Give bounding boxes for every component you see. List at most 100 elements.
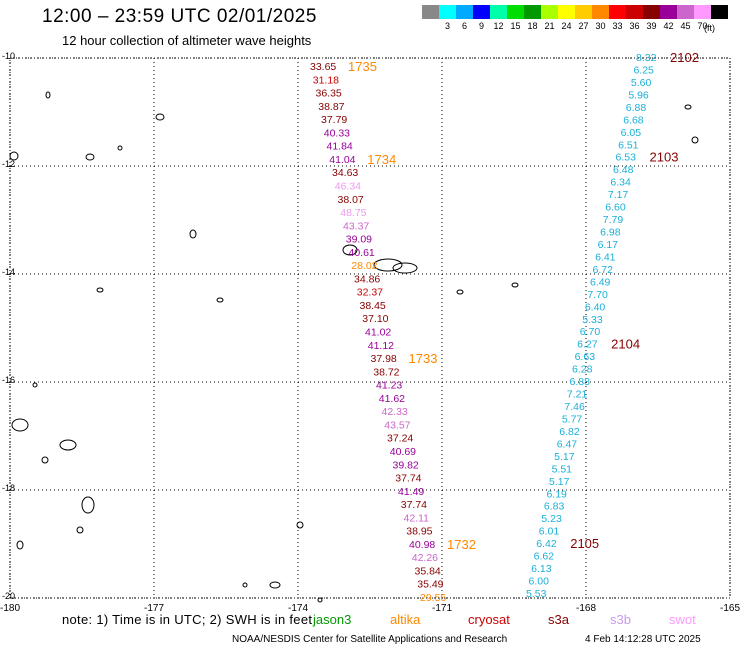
- island-outline: [118, 146, 122, 150]
- lon-tick-label: -171: [432, 603, 452, 614]
- wave-height-label: 38.87: [318, 101, 344, 113]
- wave-height-label: 40.98: [409, 539, 435, 551]
- altimeter-map: -180 -177 -174 -171 -168 -165-10-12-14-16-18-…: [0, 0, 740, 650]
- wave-height-label: 6.53: [616, 152, 637, 164]
- satellite-jason3: jason3: [313, 612, 351, 627]
- wave-height-label: 6.40: [585, 301, 606, 313]
- wave-height-label: 41.04: [329, 154, 355, 166]
- wave-height-label: 5.17: [549, 476, 570, 488]
- wave-height-label: 41.49: [398, 486, 424, 498]
- wave-height-label: 38.72: [373, 366, 399, 378]
- wave-height-label: 8.32: [636, 52, 657, 64]
- wave-height-label: 6.48: [613, 164, 634, 176]
- wave-height-label: 6.63: [575, 351, 596, 363]
- wave-height-label: 6.17: [598, 239, 619, 251]
- wave-height-label: 6.82: [559, 426, 580, 438]
- lat-tick-label: -14: [2, 267, 15, 277]
- wave-height-label: 39.82: [393, 459, 419, 471]
- wave-height-label: 7.21: [567, 389, 588, 401]
- wave-height-label: 40.69: [390, 446, 416, 458]
- island-outline: [374, 259, 402, 271]
- footer-timestamp: 4 Feb 14:12:28 UTC 2025: [585, 634, 701, 645]
- lat-tick-label: -10: [2, 51, 15, 61]
- footer-note: note: 1) Time is in UTC; 2) SWH is in fe…: [62, 612, 312, 627]
- wave-height-label: 29.56: [420, 592, 446, 604]
- wave-height-label: 41.02: [365, 327, 391, 339]
- wave-height-label: 6.25: [633, 64, 654, 76]
- lat-tick-label: -18: [2, 483, 15, 493]
- wave-height-label: 35.49: [417, 579, 443, 591]
- wave-height-label: 36.35: [316, 88, 342, 100]
- lat-tick-label: -16: [2, 375, 15, 385]
- island-outline: [33, 383, 37, 387]
- island-outline: [60, 440, 76, 450]
- island-outline: [457, 290, 463, 294]
- wave-height-label: 37.74: [395, 473, 421, 485]
- lon-tick-label: -180: [0, 603, 20, 614]
- wave-height-label: 34.86: [354, 273, 380, 285]
- pass-time-label: 1732: [447, 537, 476, 552]
- wave-height-label: 6.05: [621, 127, 642, 139]
- wave-height-label: 42.33: [382, 406, 408, 418]
- satellite-swot: swot: [669, 612, 696, 627]
- wave-height-label: 33.65: [310, 61, 336, 73]
- wave-height-label: 39.09: [346, 234, 372, 246]
- wave-height-label: 6.88: [626, 102, 647, 114]
- island-outline: [86, 154, 94, 160]
- wave-height-label: 5.60: [631, 77, 652, 89]
- wave-height-label: 37.24: [387, 433, 413, 445]
- island-outline: [82, 497, 94, 513]
- wave-height-label: 5.53: [526, 588, 547, 600]
- wave-height-label: 31.18: [313, 74, 339, 86]
- pass-time-label: 2104: [611, 337, 640, 352]
- wave-height-label: 6.27: [577, 339, 598, 351]
- wave-height-label: 41.84: [327, 141, 353, 153]
- wave-height-label: 6.62: [534, 551, 555, 563]
- wave-height-label: 32.37: [357, 287, 383, 299]
- wave-height-label: 6.34: [610, 177, 631, 189]
- wave-height-label: 6.60: [605, 202, 626, 214]
- island-outline: [42, 457, 48, 463]
- wave-height-label: 34.63: [332, 167, 358, 179]
- wave-height-label: 37.98: [371, 353, 397, 365]
- wave-height-label: 6.01: [539, 526, 560, 538]
- island-outline: [77, 527, 83, 533]
- wave-height-label: 37.10: [362, 313, 388, 325]
- island-outline: [46, 92, 50, 98]
- lat-tick-label: -20: [2, 591, 15, 601]
- wave-height-label: 48.75: [340, 207, 366, 219]
- wave-height-label: 37.79: [321, 114, 347, 126]
- wave-height-label: 7.17: [608, 189, 629, 201]
- island-outline: [685, 105, 691, 109]
- wave-height-label: 38.95: [406, 526, 432, 538]
- wave-height-label: 6.51: [618, 139, 639, 151]
- wave-height-label: 6.88: [569, 376, 590, 388]
- wave-height-label: 41.23: [376, 380, 402, 392]
- wave-height-label: 40.33: [324, 127, 350, 139]
- wave-height-label: 6.47: [557, 438, 578, 450]
- satellite-altika: altika: [390, 612, 420, 627]
- pass-time-label: 2105: [570, 536, 599, 551]
- island-outline: [318, 598, 322, 602]
- wave-height-label: 42.11: [404, 512, 430, 524]
- wave-height-label: 43.37: [343, 220, 369, 232]
- wave-height-label: 38.45: [360, 300, 386, 312]
- lon-tick-label: -165: [720, 603, 740, 614]
- wave-height-label: 6.13: [531, 563, 552, 575]
- island-outline: [512, 283, 518, 287]
- island-outline: [97, 288, 103, 292]
- island-outline: [17, 541, 23, 549]
- wave-height-label: 5.77: [562, 413, 583, 425]
- wave-height-label: 5.51: [552, 463, 573, 475]
- pass-time-label: 1733: [409, 351, 438, 366]
- island-outline: [12, 419, 28, 431]
- wave-height-label: 6.41: [595, 251, 616, 263]
- pass-time-label: 2103: [650, 150, 679, 165]
- island-outline: [393, 263, 417, 273]
- wave-height-label: 37.74: [401, 499, 427, 511]
- wave-height-label: 41.12: [368, 340, 394, 352]
- wave-height-label: 7.79: [603, 214, 624, 226]
- island-outline: [217, 298, 223, 302]
- pass-time-label: 2102: [670, 50, 699, 65]
- wave-height-label: 6.28: [572, 364, 593, 376]
